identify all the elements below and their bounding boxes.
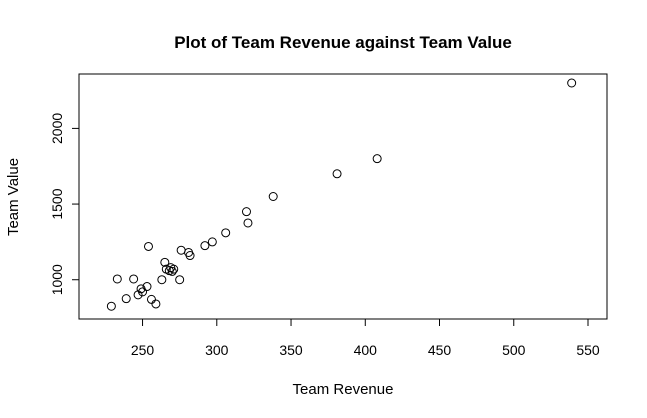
data-point: [175, 275, 185, 285]
data-point: [207, 237, 217, 247]
data-point: [372, 154, 382, 164]
data-point: [185, 251, 195, 261]
x-tick-label: 500: [502, 342, 526, 358]
data-point: [567, 78, 577, 88]
x-tick-label: 250: [131, 342, 155, 358]
y-tick-label: 2000: [49, 113, 65, 144]
data-point: [268, 192, 278, 201]
data-point: [221, 228, 231, 238]
chart-title: Plot of Team Revenue against Team Value: [174, 33, 512, 52]
y-axis-label: Team Value: [5, 158, 22, 236]
data-point: [143, 241, 153, 251]
data-point: [241, 207, 251, 217]
y-tick-label: 1000: [49, 264, 65, 295]
data-point: [332, 169, 342, 179]
data-point: [106, 301, 116, 311]
x-tick-label: 400: [354, 342, 378, 358]
data-point: [157, 275, 167, 285]
data-point: [167, 266, 177, 276]
y-axis: 1000 1500 2000: [49, 113, 80, 295]
data-point: [169, 264, 179, 274]
data-point: [176, 245, 186, 255]
x-tick-label: 550: [576, 342, 600, 358]
x-tick-label: 350: [279, 342, 303, 358]
data-points: [106, 78, 577, 311]
x-tick-label: 300: [205, 342, 229, 358]
data-point: [112, 274, 122, 284]
data-point: [146, 294, 156, 304]
x-axis: 250 300 350 400 450 500 550: [131, 318, 600, 358]
data-point: [142, 282, 152, 292]
y-tick-label: 1500: [49, 188, 65, 219]
x-tick-label: 450: [428, 342, 452, 358]
data-point: [243, 218, 253, 228]
data-point: [121, 294, 131, 304]
data-point: [138, 287, 148, 297]
x-axis-label: Team Revenue: [293, 381, 394, 398]
data-point: [129, 274, 139, 284]
data-point: [160, 257, 170, 267]
data-point: [133, 290, 143, 300]
data-point: [200, 241, 210, 251]
data-point: [151, 299, 161, 309]
